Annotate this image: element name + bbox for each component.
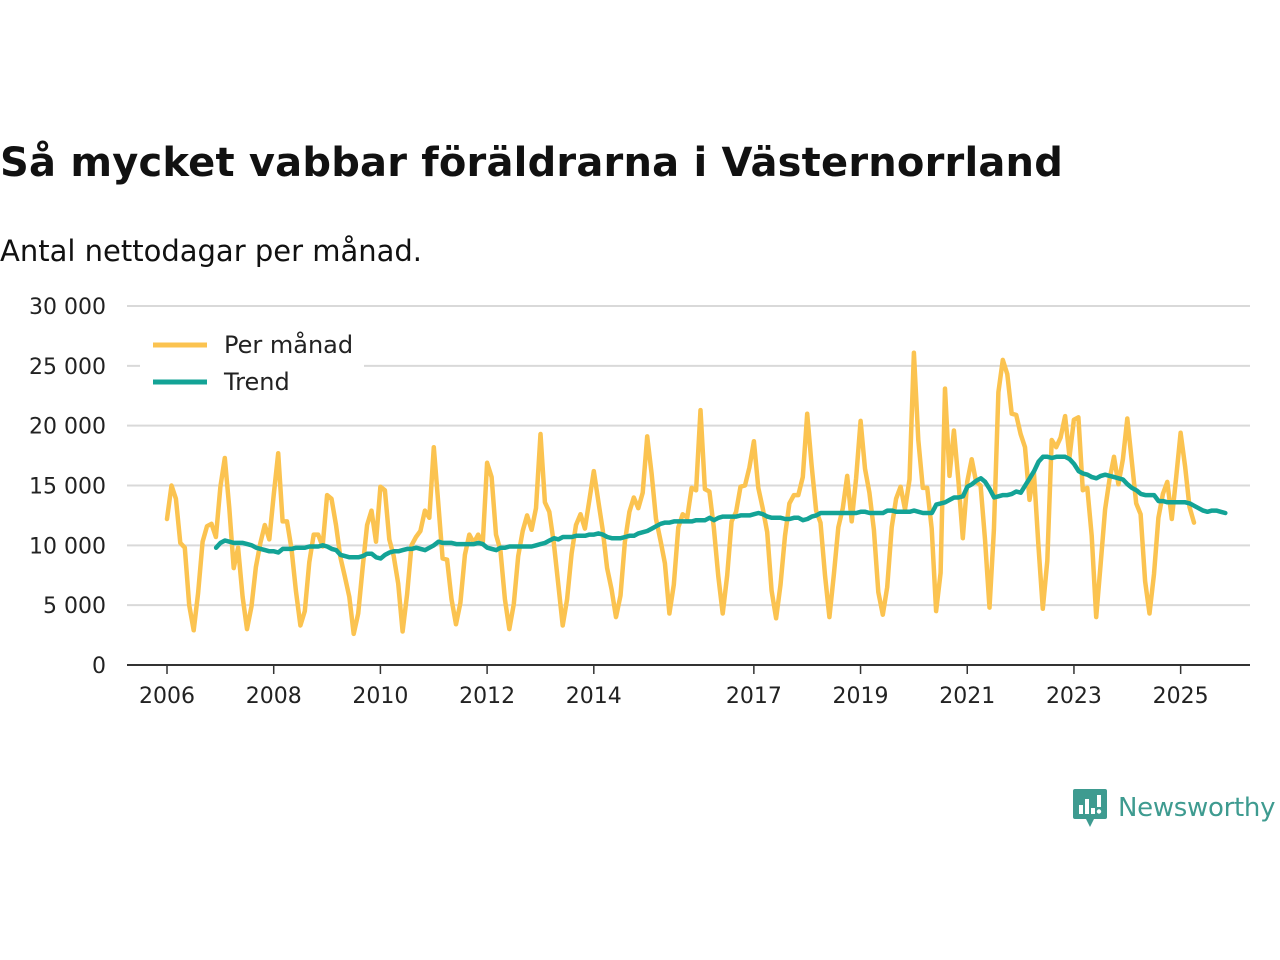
x-tick-label: 2021 [939, 684, 995, 709]
line-chart: 0 5 000 10 000 15 000 20 000 25 000 30 000 200… [29, 295, 1250, 709]
x-tick-label: 2012 [459, 684, 515, 709]
x-tick-label: 2017 [726, 684, 782, 709]
legend-label-per-manad: Per månad [224, 330, 353, 359]
chart-subtitle: Antal nettodagar per månad. [0, 234, 423, 268]
x-tick-label: 2008 [246, 684, 302, 709]
brand-name: Newsworthy [1118, 793, 1276, 823]
legend-label-trend: Trend [223, 368, 290, 396]
x-tick-label: 2014 [566, 684, 622, 709]
legend-background [140, 326, 364, 404]
y-tick-label: 10 000 [29, 534, 106, 559]
x-axis-ticks: 2006 2008 2010 2012 2014 2017 2019 2021 2023 2025 [139, 665, 1209, 709]
y-tick-label: 30 000 [29, 295, 106, 320]
x-tick-label: 2025 [1153, 684, 1209, 709]
y-tick-label: 5 000 [43, 594, 106, 619]
y-axis-ticks: 0 5 000 10 000 15 000 20 000 25 000 30 000 [29, 295, 106, 679]
y-tick-label: 25 000 [29, 355, 106, 380]
x-tick-label: 2006 [139, 684, 195, 709]
x-tick-label: 2023 [1046, 684, 1102, 709]
legend: Per månad Trend [140, 326, 364, 404]
chart-title: Så mycket vabbar föräldrarna i Västernor… [0, 140, 1064, 186]
y-tick-label: 20 000 [29, 415, 106, 440]
series-line-trend [213, 454, 1228, 561]
newsworthy-logo-icon [1073, 789, 1107, 827]
y-tick-label: 15 000 [29, 475, 106, 500]
x-tick-label: 2010 [352, 684, 408, 709]
newsworthy-logo: Newsworthy [1072, 786, 1275, 830]
series [164, 350, 1228, 637]
x-tick-label: 2019 [833, 684, 889, 709]
y-tick-label: 0 [92, 654, 106, 679]
